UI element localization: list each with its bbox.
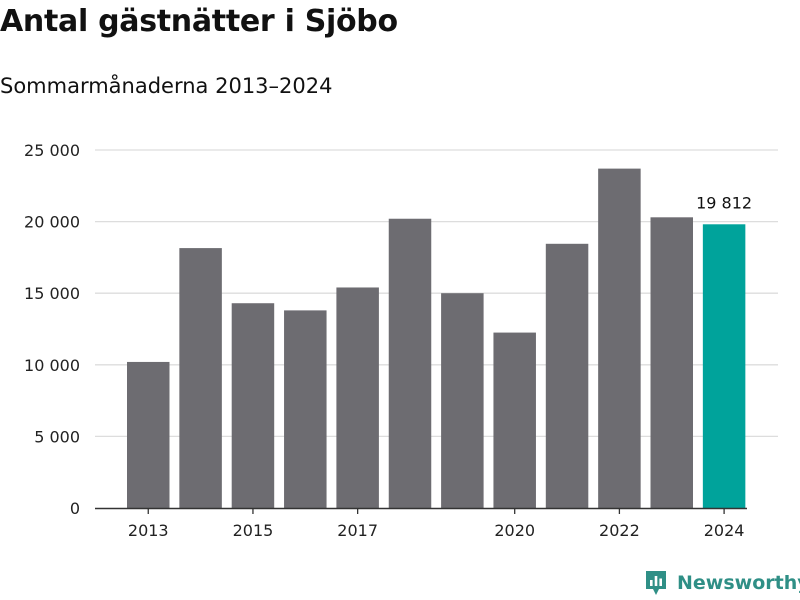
chart-title: Antal gästnätter i Sjöbo (0, 4, 398, 39)
y-tick-label: 10 000 (24, 356, 80, 375)
bar-2014 (179, 248, 222, 509)
bar-2013 (127, 361, 170, 508)
x-tick-label: 2022 (599, 521, 640, 540)
newsworthy-logo: Newsworthy (644, 568, 800, 598)
bar-2024 (702, 224, 746, 508)
x-tick-label: 2017 (337, 521, 378, 540)
bar-2021 (545, 243, 589, 508)
chart-subtitle: Sommarmånaderna 2013–2024 (0, 74, 333, 98)
x-tick-label: 2020 (494, 521, 535, 540)
newsworthy-logo-text: Newsworthy (677, 572, 800, 594)
bar-2022 (598, 168, 641, 508)
bar-2017 (336, 287, 379, 508)
y-tick-label: 15 000 (24, 284, 80, 303)
y-tick-label: 25 000 (24, 141, 80, 160)
data-labels: 19 812 (696, 193, 752, 212)
x-axis (95, 507, 747, 514)
y-tick-label: 0 (70, 499, 80, 518)
newsworthy-logo-icon (646, 571, 666, 595)
bar-2015 (231, 303, 275, 508)
x-tick-label: 2015 (233, 521, 274, 540)
x-tick-label: 2013 (128, 521, 169, 540)
bar-2018 (388, 218, 432, 508)
bar-2016 (284, 310, 327, 508)
bars (127, 168, 746, 509)
y-axis-tick-labels: 0 5 000 10 000 15 000 20 000 25 000 (24, 141, 80, 518)
x-tick-label: 2024 (704, 521, 745, 540)
y-tick-label: 5 000 (34, 427, 80, 446)
data-label: 19 812 (696, 193, 752, 212)
bar-2020 (493, 332, 536, 508)
bar-2023 (650, 217, 693, 508)
bar-2019 (441, 293, 484, 508)
x-axis-tick-labels: 2013 2015 2017 2020 2022 2024 (128, 521, 745, 540)
y-tick-label: 20 000 (24, 213, 80, 232)
